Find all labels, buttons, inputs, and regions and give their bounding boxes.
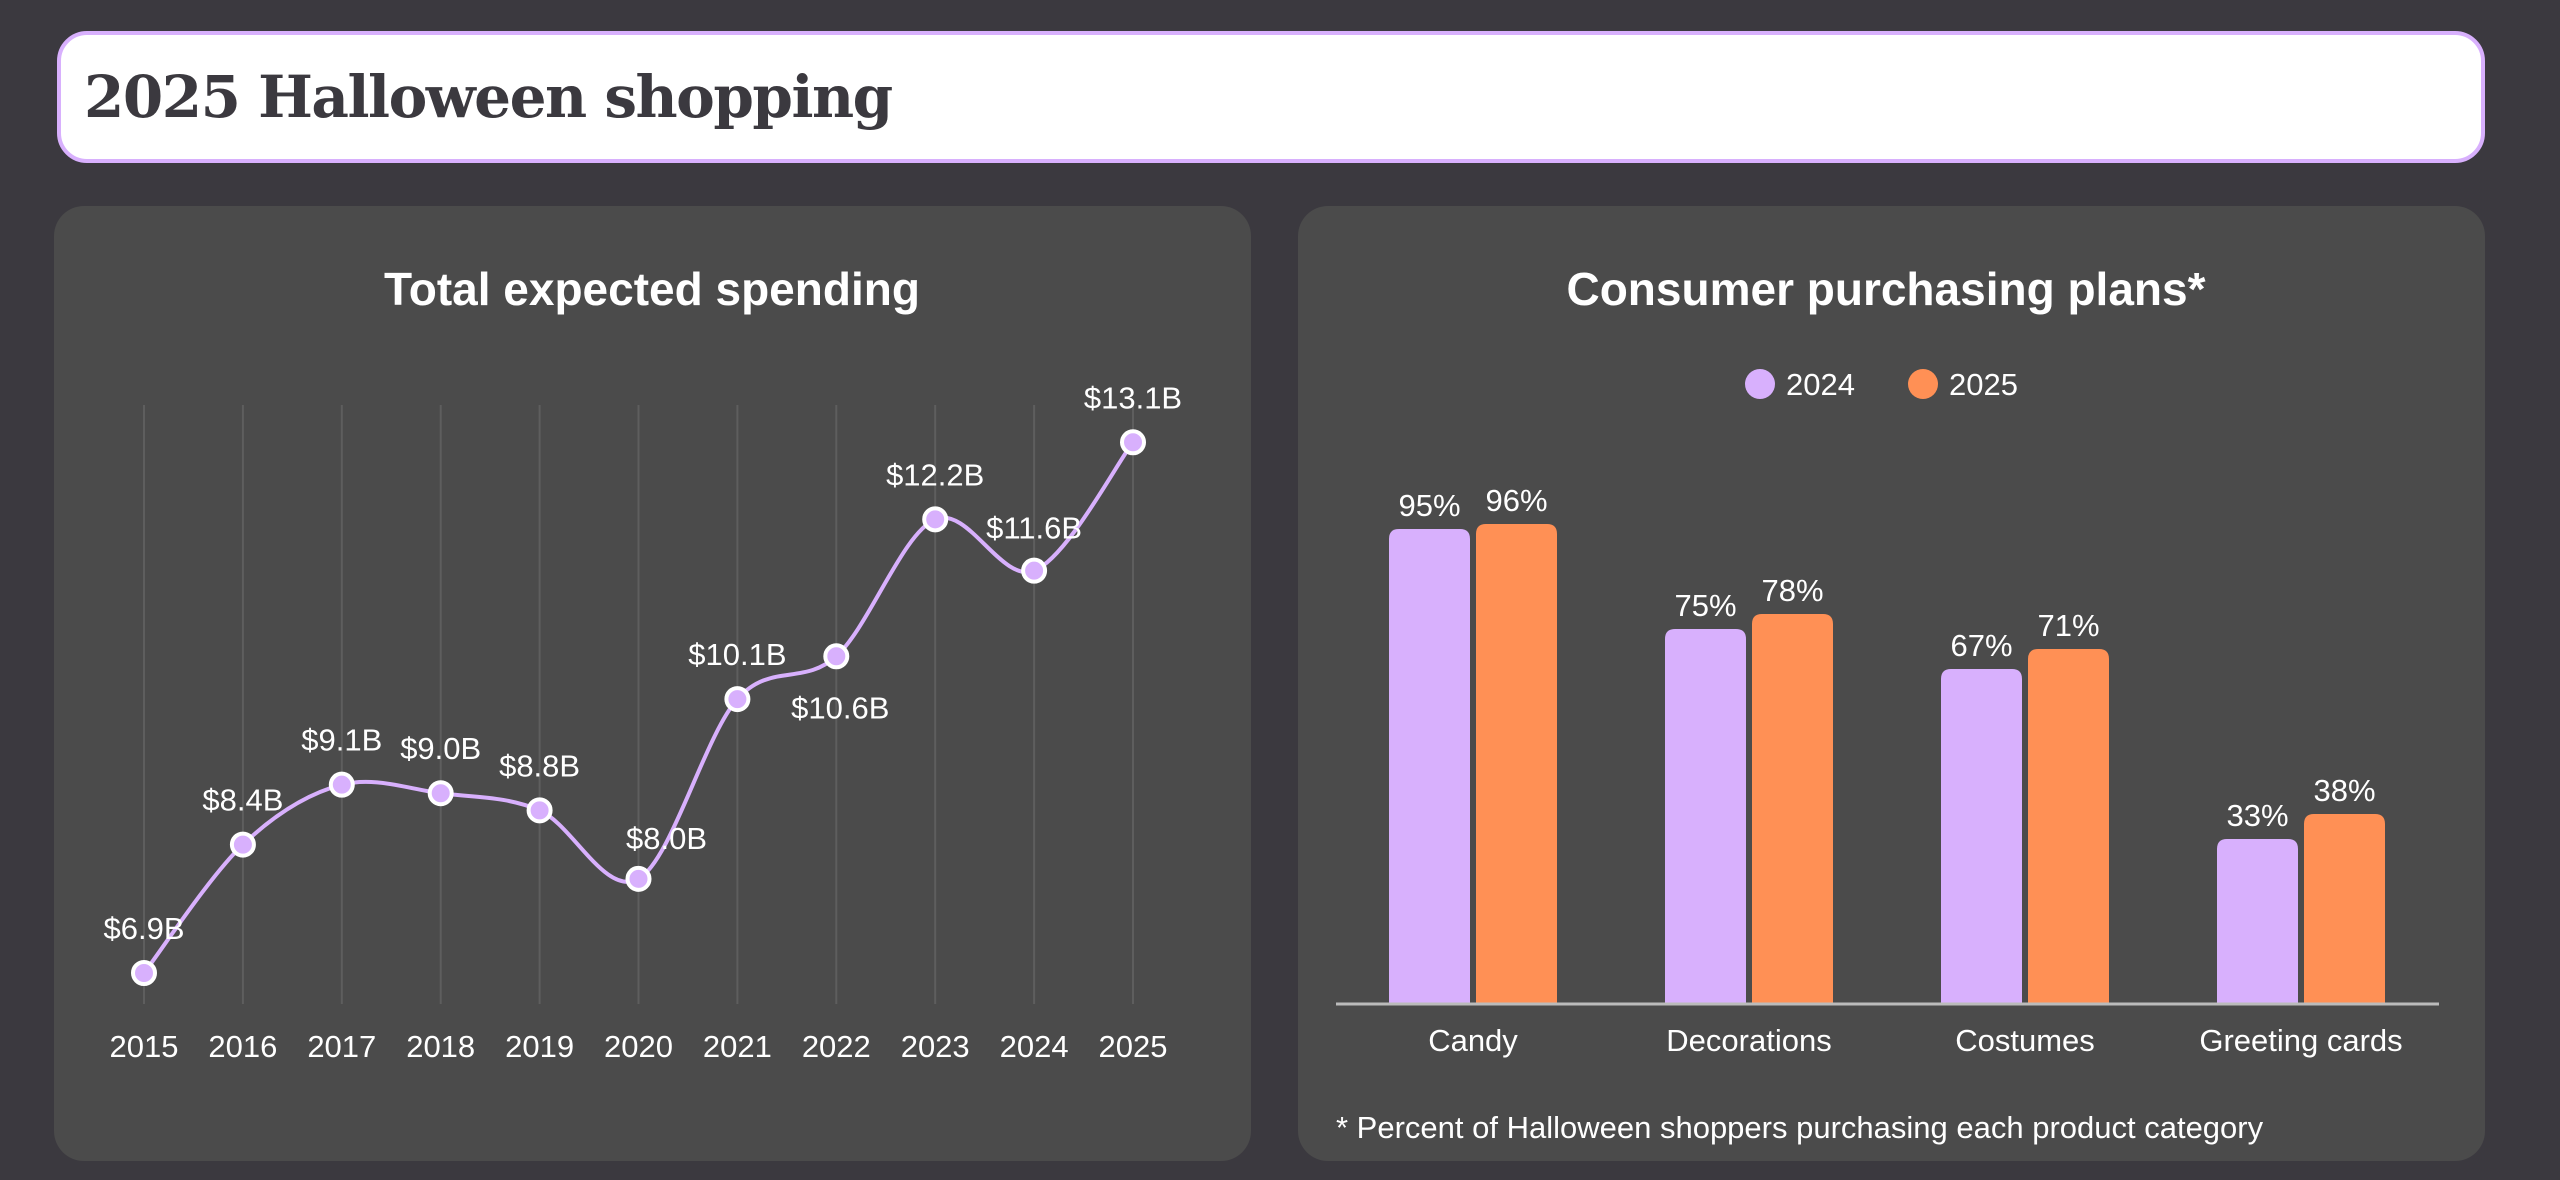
footnote: * Percent of Halloween shoppers purchasi… [1336,1110,2264,1145]
data-label: $8.4B [202,783,283,818]
data-point [922,506,949,533]
bar-2024 [1389,529,1470,1004]
data-label: $8.0B [626,821,707,856]
category-label: Greeting cards [2199,1023,2402,1058]
legend-swatch-2024 [1745,369,1775,399]
x-tick-label: 2015 [110,1029,179,1064]
data-point [823,643,850,670]
data-label: $10.6B [791,690,889,725]
data-label: $13.1B [1084,380,1182,415]
spending-panel: Total expected spending 2015 2016 2017 2018… [54,206,1251,1161]
x-tick-label: 2017 [307,1029,376,1064]
data-point [1120,429,1146,456]
purchasing-panel: Consumer purchasing plans* 2024 2025 95% 96… [1298,206,2485,1161]
bar-value-label: 33% [2226,798,2288,833]
purchasing-bar-chart: Consumer purchasing plans* 2024 2025 95% 96… [1336,263,2439,1145]
data-point [229,831,256,858]
bar-2024 [1665,629,1746,1004]
bar-value-label: 71% [2037,608,2099,643]
data-point [1021,557,1048,584]
title-bar: 2025 Halloween shopping [57,31,2485,163]
data-point [526,797,553,824]
data-label: $6.9B [103,911,184,946]
data-label: $9.1B [301,723,382,758]
bar-value-label: 38% [2313,773,2375,808]
x-tick-label: 2021 [703,1029,772,1064]
legend-swatch-2025 [1908,369,1938,399]
page-title: 2025 Halloween shopping [84,63,893,131]
x-tick-label: 2019 [505,1029,574,1064]
bar-value-label: 75% [1674,588,1736,623]
category-label: Candy [1428,1023,1518,1058]
data-label: $12.2B [886,457,984,492]
data-point [625,865,652,892]
chart-title: Consumer purchasing plans* [1566,263,2205,315]
data-point [131,960,157,986]
x-tick-label: 2022 [802,1029,871,1064]
bar-2025 [1752,614,1833,1004]
x-tick-label: 2018 [406,1029,475,1064]
data-point [724,686,751,713]
x-tick-label: 2024 [1000,1029,1069,1064]
bar-2024 [1941,669,2022,1004]
chart-title: Total expected spending [384,263,920,315]
spending-line [142,441,1135,975]
data-label: $11.6B [986,511,1082,546]
bar-2025 [2028,649,2109,1004]
legend-label: 2024 [1786,367,1855,402]
spending-line-chart: Total expected spending 2015 2016 2017 2018… [103,263,1182,1064]
category-label: Costumes [1955,1023,2095,1058]
data-point [427,780,454,807]
bar-value-label: 95% [1398,488,1460,523]
x-tick-label: 2016 [208,1029,277,1064]
legend-label: 2025 [1949,367,2018,402]
data-label: $10.1B [688,637,786,672]
x-tick-label: 2020 [604,1029,673,1064]
data-point [328,771,355,798]
data-label: $8.8B [499,748,580,783]
bar-value-label: 96% [1485,483,1547,518]
bar-value-label: 78% [1761,573,1823,608]
x-tick-label: 2023 [901,1029,970,1064]
bar-value-label: 67% [1950,628,2012,663]
x-tick-label: 2025 [1099,1029,1168,1064]
bar-2024 [2217,839,2298,1004]
data-label: $9.0B [400,731,481,766]
bar-2025 [1476,524,1557,1004]
category-label: Decorations [1666,1023,1831,1058]
bar-2025 [2304,814,2385,1004]
